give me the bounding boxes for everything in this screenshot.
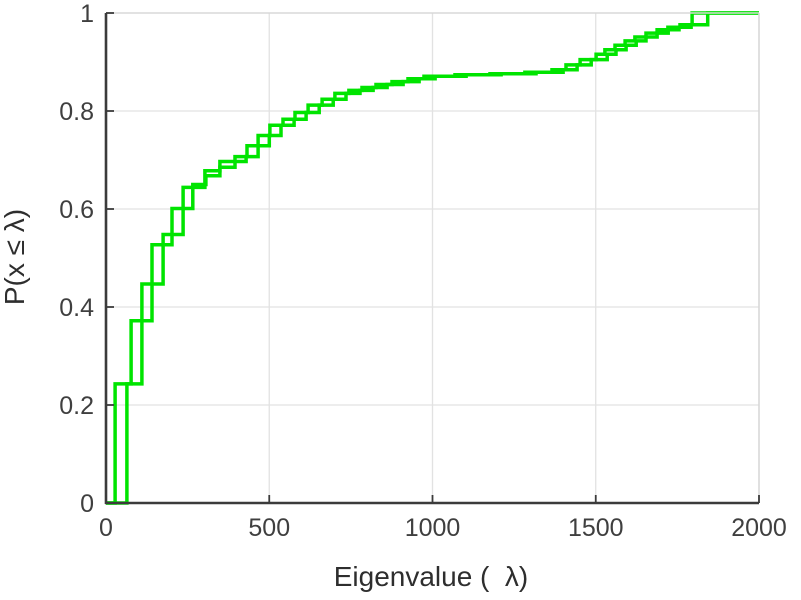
x-tick-label: 1000 <box>405 514 461 542</box>
axis-layer <box>104 12 760 505</box>
tick-label-layer: 0 500 1000 1500 2000 0 0.2 0.4 0.6 0.8 1 <box>59 0 787 542</box>
ecdf-curve <box>106 11 759 505</box>
y-axis-label: P(x ≤ λ) <box>0 209 30 305</box>
y-tick-label: 0.4 <box>59 294 94 322</box>
x-tick-label: 500 <box>248 514 290 542</box>
grid-layer <box>106 13 759 503</box>
y-tick-label: 0 <box>80 490 94 518</box>
x-tick-label: 2000 <box>731 514 787 542</box>
x-tick-label: 0 <box>99 514 113 542</box>
x-tick-label: 1500 <box>568 514 624 542</box>
curve-layer <box>106 11 759 505</box>
y-tick-label: 0.2 <box>59 392 94 420</box>
y-tick-label: 0.8 <box>59 98 94 126</box>
y-tick-label: 1 <box>80 0 94 28</box>
ecdf-curve <box>106 11 759 505</box>
x-axis-label: Eigenvalue ( λ) <box>334 561 529 592</box>
y-tick-label: 0.6 <box>59 196 94 224</box>
